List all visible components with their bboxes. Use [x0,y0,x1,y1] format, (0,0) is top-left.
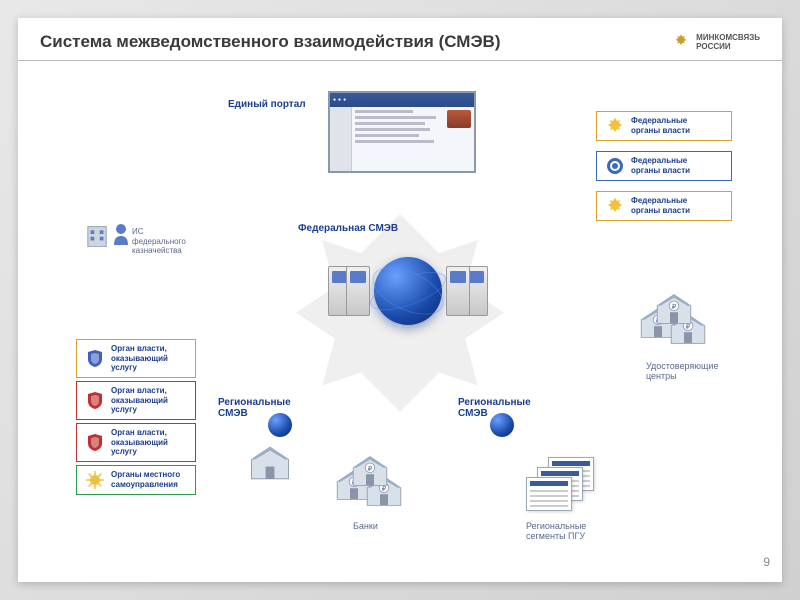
globe-icon [374,257,442,325]
portal-screenshot: ●●● [328,91,476,173]
emblem-icon [605,116,625,136]
ministry-logo: МИНКОМСВЯЗЬ РОССИИ [672,33,760,51]
entity-box-fed1: Федеральные органы власти [596,111,732,141]
entity-label: Федеральные органы власти [631,156,690,175]
emblem-icon [85,390,105,410]
mini-globe-icon [490,413,514,437]
entity-box-local: Органы местного самоуправления [76,465,196,495]
mini-globe-icon [268,413,292,437]
entity-box-auth2: Орган власти, оказывающий услугу [76,381,196,420]
entity-label: Орган власти, оказывающий услугу [111,428,168,457]
label-portal: Единый портал [228,99,306,110]
entity-label: Орган власти, оказывающий услугу [111,344,168,373]
entity-label: Орган власти, оказывающий услугу [111,386,168,415]
slide: Система межведомственного взаимодействия… [18,18,782,582]
building-icon [248,443,292,483]
treasury-icon [86,221,130,247]
entity-box-fed2: Федеральные органы власти [596,151,732,181]
svg-text:₽: ₽ [368,464,373,473]
label-cert-centers: Удостоверяющие центры [646,361,718,381]
slide-header: Система межведомственного взаимодействия… [18,18,782,61]
building-icon: ₽ [350,453,390,489]
regional-pgu-pages [526,457,606,513]
person-icon [112,223,130,245]
label-banks: Банки [353,521,378,531]
diagram-content: Единый портал Федеральная СМЭВ Региональ… [18,61,782,575]
building-icon: ₽ [654,291,694,327]
entity-box-auth1: Орган власти, оказывающий услугу [76,339,196,378]
federal-smev-hub [318,251,498,331]
eagle-icon [672,33,690,51]
label-regional-pgu: Региональные сегменты ПГУ [526,521,586,541]
entity-box-fed3: Федеральные органы власти [596,191,732,221]
buildings-banks: ₽ ₽ ₽ [334,453,418,513]
label-federal-smev: Федеральная СМЭВ [298,223,398,234]
entity-box-auth3: Орган власти, оказывающий услугу [76,423,196,462]
emblem-icon [85,432,105,452]
ministry-label: МИНКОМСВЯЗЬ РОССИИ [696,33,760,51]
buildings-cert-centers: ₽ ₽ ₽ [638,291,722,351]
entity-label: Федеральные органы власти [631,196,690,215]
entity-label: Федеральные органы власти [631,116,690,135]
server-icon [446,266,470,316]
label-treasury: ИС федерального казначейства [132,227,186,256]
svg-text:₽: ₽ [672,302,677,311]
server-icon [346,266,370,316]
emblem-icon [605,196,625,216]
emblem-icon [605,156,625,176]
page-title: Система межведомственного взаимодействия… [40,32,500,52]
slide-number: 9 [763,555,770,569]
emblem-icon [85,348,105,368]
entity-label: Органы местного самоуправления [111,470,180,489]
emblem-icon [85,470,105,490]
building-regional-left [248,443,292,483]
building-icon [86,221,108,247]
